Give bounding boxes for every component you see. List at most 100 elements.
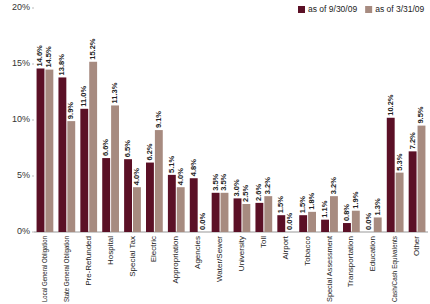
bars <box>37 62 426 232</box>
bar <box>409 151 417 232</box>
legend-label: as of 3/31/09 <box>375 4 424 14</box>
bar <box>45 70 53 232</box>
data-label: 6.5% <box>123 140 132 157</box>
bar <box>330 196 338 232</box>
data-labels: 14.6% 13.8% 11.0% 6.6% 6.5% 6.2% 5.1% 4.8% 3.5% 3… <box>35 38 425 230</box>
y-tick <box>32 120 34 121</box>
data-label: 9.9% <box>66 102 75 119</box>
bar <box>365 232 373 233</box>
y-tick-label: 10% <box>12 114 30 124</box>
x-tick-label: Education <box>368 236 377 272</box>
data-label: 0.0% <box>285 213 294 230</box>
bar <box>199 232 207 233</box>
y-tick-label: 20% <box>12 2 30 12</box>
data-label: 1.3% <box>373 198 382 215</box>
x-tick-label: Special Tax <box>128 236 137 277</box>
x-tick-label: Pre-Refunded <box>84 236 93 286</box>
bar <box>321 220 329 232</box>
x-tick-label: Local General Obligation <box>40 236 49 302</box>
bar <box>190 178 198 232</box>
bar <box>234 198 242 232</box>
bar <box>111 105 119 232</box>
bar <box>58 77 66 232</box>
x-tick-label: Agencies <box>193 236 202 269</box>
y-tick <box>32 64 34 65</box>
bar <box>67 121 75 232</box>
bar <box>352 211 360 232</box>
data-label: 14.5% <box>44 46 53 68</box>
bar <box>124 159 132 232</box>
bar <box>212 193 220 232</box>
data-label: 4.0% <box>132 168 141 185</box>
bar <box>177 187 185 232</box>
data-label: 4.8% <box>189 159 198 176</box>
bar <box>277 215 285 232</box>
bar <box>221 193 229 232</box>
x-tick-label: Other <box>412 236 421 256</box>
bar <box>255 203 263 232</box>
x-tick-label: Hospital <box>106 236 115 265</box>
y-tick <box>32 176 34 177</box>
data-label: 5.1% <box>167 155 176 172</box>
data-label: 2.5% <box>241 185 250 202</box>
bar <box>264 196 272 232</box>
bar <box>286 232 294 233</box>
x-tick-label: Cash/Cash Equivalents <box>390 236 399 302</box>
bar <box>37 68 45 232</box>
data-label: 0.0% <box>198 213 207 230</box>
legend-swatch <box>298 6 305 13</box>
x-tick-label: Appropriation <box>171 236 180 284</box>
data-label: 3.2% <box>263 177 272 194</box>
data-label: 9.5% <box>416 106 425 123</box>
x-tick-label: Electric <box>149 236 158 262</box>
y-tick <box>32 8 34 9</box>
bar <box>343 223 351 232</box>
data-label: 10.2% <box>386 94 395 116</box>
page: {"chart_data": {"type": "bar", "categori… <box>0 0 430 304</box>
bar <box>396 173 404 232</box>
data-label: 7.2% <box>408 132 417 149</box>
data-label: 15.2% <box>88 38 97 60</box>
bar <box>89 62 97 232</box>
data-label: 1.5% <box>298 196 307 213</box>
x-tick-label: University <box>237 236 246 271</box>
chart: 0%5%10%15%20%14.6%13.8%11.0%6.6%6.5%6.2%… <box>0 0 430 304</box>
bar <box>418 126 426 232</box>
data-label: 4.0% <box>176 168 185 185</box>
bar <box>242 204 250 232</box>
x-tick-label: Toll <box>259 236 268 248</box>
data-label: 13.8% <box>57 54 66 76</box>
bar <box>133 187 141 232</box>
data-label: 1.1% <box>320 200 329 217</box>
data-label: 9.1% <box>154 111 163 128</box>
data-label: 3.2% <box>329 177 338 194</box>
x-tick-label: Airport <box>281 235 290 259</box>
bar <box>374 217 382 232</box>
x-tick-label: Water/Sewer <box>215 236 224 282</box>
data-label: 3.5% <box>211 173 220 190</box>
data-label: 1.8% <box>307 192 316 209</box>
data-label: 11.0% <box>79 86 88 107</box>
bar <box>308 212 316 232</box>
bar <box>155 130 163 232</box>
y-tick-label: 0% <box>17 226 30 236</box>
bar <box>299 215 307 232</box>
bar <box>80 109 88 232</box>
legend: as of 9/30/09 as of 3/31/09 <box>298 4 425 14</box>
y-tick-label: 15% <box>12 58 30 68</box>
bar <box>102 158 110 232</box>
data-label: 6.2% <box>145 143 154 160</box>
x-tick-label: Special Assessment <box>325 235 334 302</box>
data-label: 0.8% <box>342 204 351 221</box>
data-label: 3.0% <box>232 179 241 196</box>
y-tick <box>32 232 34 233</box>
data-label: 1.5% <box>276 196 285 213</box>
bar <box>146 163 154 232</box>
data-label: 11.3% <box>110 82 119 103</box>
legend-swatch <box>365 6 372 13</box>
data-label: 14.6% <box>35 45 44 67</box>
bar <box>168 175 176 232</box>
data-label: 6.6% <box>101 139 110 156</box>
legend-label: as of 9/30/09 <box>308 4 357 14</box>
x-tick-label: Transportation <box>346 236 355 287</box>
